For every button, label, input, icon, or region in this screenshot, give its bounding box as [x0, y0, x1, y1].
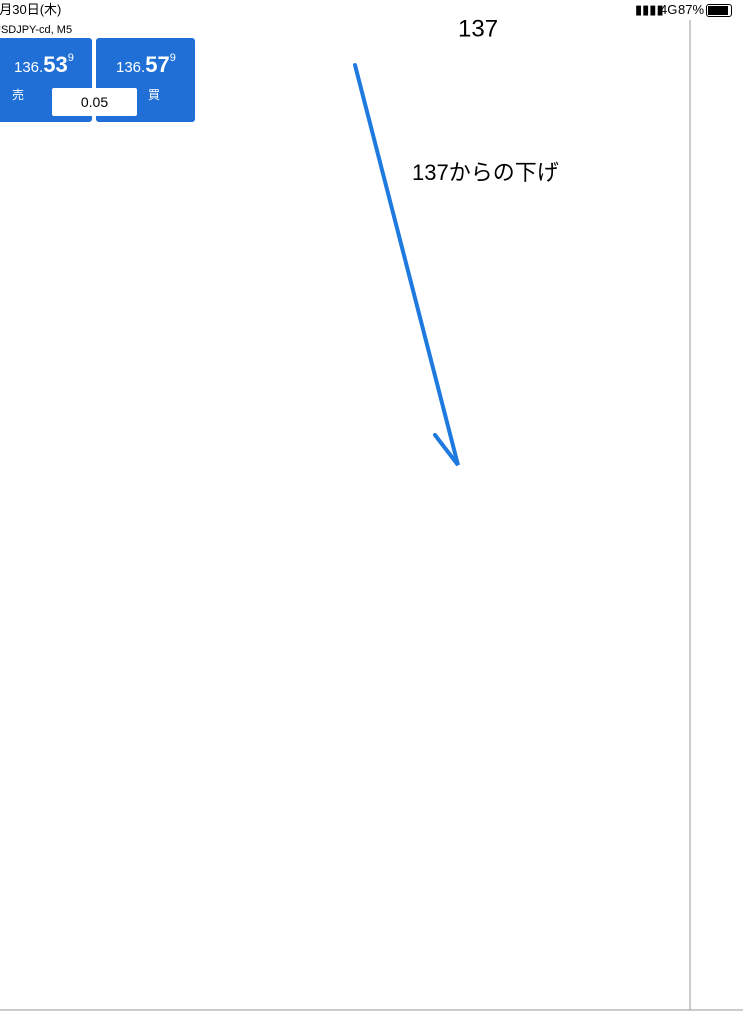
sell-price-pip: 9	[67, 52, 74, 64]
sell-price-main: 53	[43, 52, 68, 77]
annotation-137: 137	[458, 15, 498, 42]
annotation-decline: 137からの下げ	[412, 160, 559, 185]
status-signal: ▮▮▮▮	[635, 2, 664, 17]
buy-price-main: 57	[145, 52, 170, 77]
pen-stroke	[353, 63, 460, 467]
status-date: 6月30日(木)	[0, 2, 62, 17]
sell-button[interactable]: 136.539 売	[0, 38, 92, 122]
chart-background	[0, 20, 743, 1024]
sell-label: 売	[12, 88, 25, 102]
spread-box: 0.05	[52, 88, 137, 116]
sell-price-head: 136.	[14, 59, 44, 76]
symbol-label: USDJPY-cd, M5	[0, 24, 72, 36]
buy-price-pip: 9	[169, 52, 176, 64]
status-battery: 87%	[678, 2, 705, 17]
buy-price-head: 136.	[116, 59, 146, 76]
status-network: 4G	[660, 2, 678, 17]
buy-label: 買	[148, 88, 161, 102]
battery-icon	[706, 4, 732, 17]
